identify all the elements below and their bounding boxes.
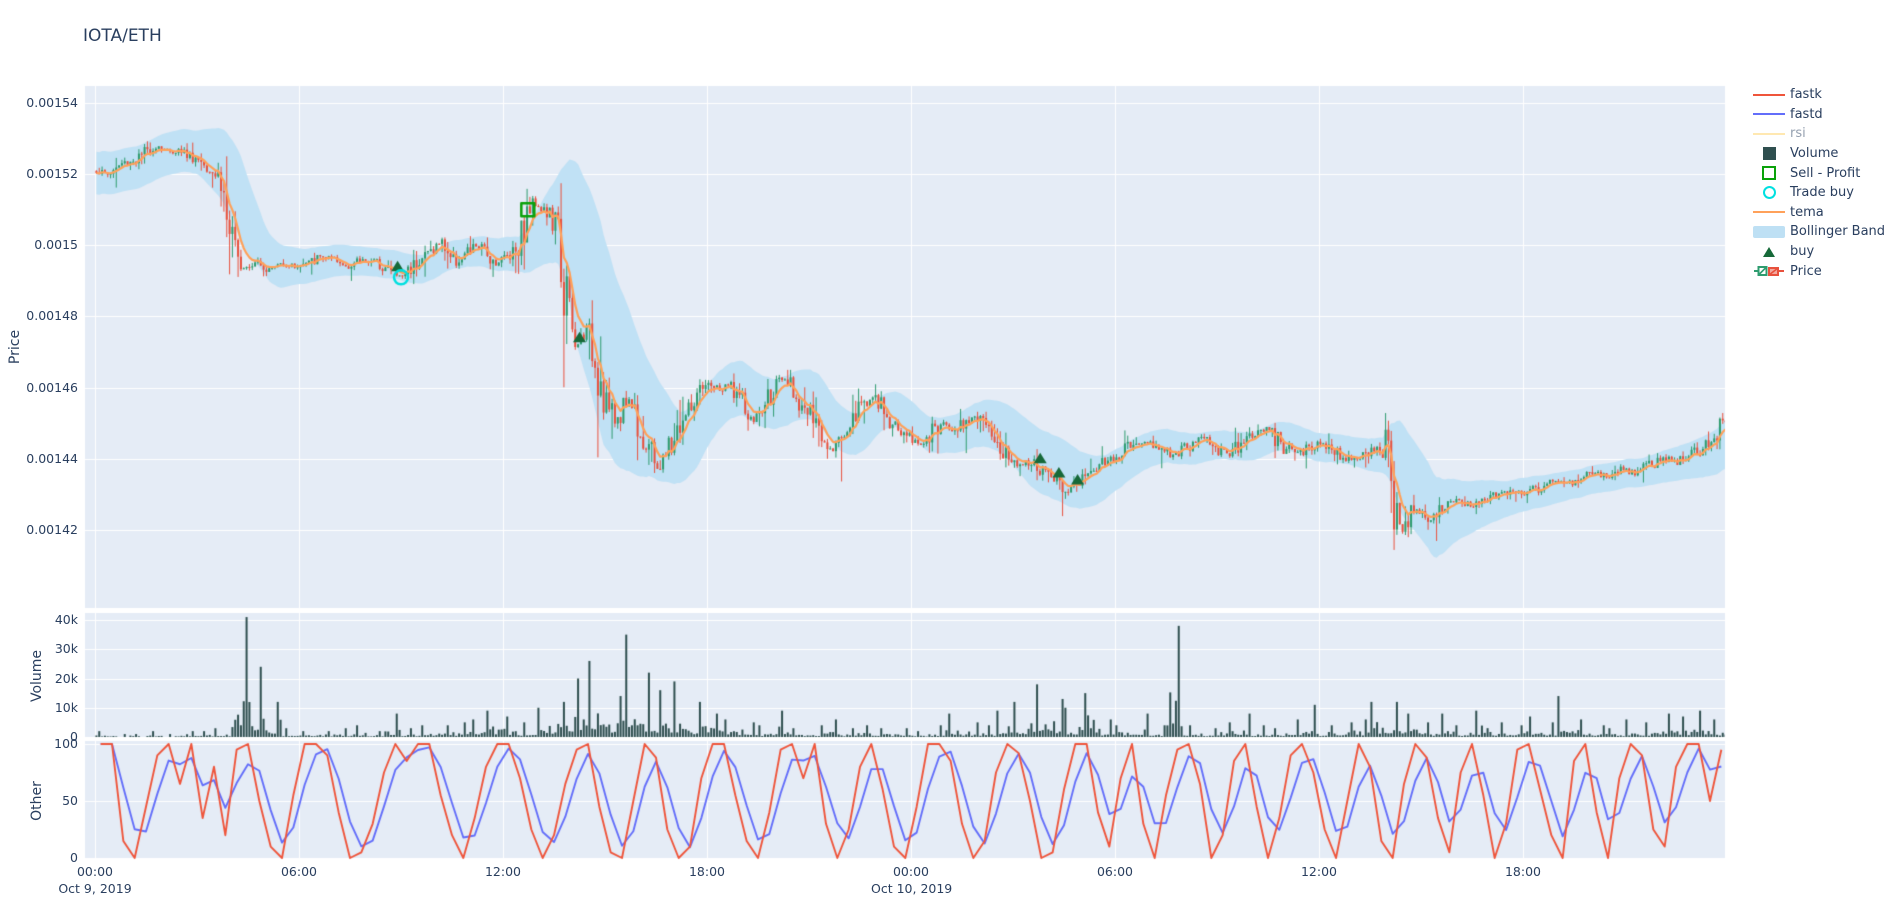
legend-square-icon	[1750, 147, 1788, 161]
legend-item-label: fastk	[1790, 87, 1822, 103]
legend-band-icon	[1750, 225, 1788, 238]
legend-square-open-icon	[1750, 166, 1788, 181]
volume-tick-label: 30k	[54, 641, 78, 657]
legend-item-label: Volume	[1790, 146, 1839, 162]
legend-item-label: rsi	[1790, 126, 1806, 142]
legend-item-fastk[interactable]: fastk	[1750, 85, 1885, 105]
legend-line-icon	[1750, 211, 1788, 214]
price-tick-label: 0.00144	[26, 450, 78, 466]
legend-item-trade-buy[interactable]: Trade buy	[1750, 183, 1885, 203]
legend-item-price[interactable]: Price	[1750, 261, 1885, 281]
legend-item-label: fastd	[1790, 106, 1823, 122]
x-tick-label: 18:00	[1504, 864, 1542, 879]
x-tick-label: 00:00	[76, 864, 114, 879]
price-tick-label: 0.00146	[26, 379, 78, 395]
x-tick-label: 12:00	[1300, 864, 1338, 879]
volume-tick-label: 40k	[54, 612, 78, 627]
legend-item-bollinger-band[interactable]: Bollinger Band	[1750, 222, 1885, 242]
x-tick-label: 12:00	[484, 864, 522, 879]
price-tick-label: 0.00154	[26, 95, 78, 111]
legend-item-buy[interactable]: buy	[1750, 242, 1885, 262]
legend-candle-icon	[1750, 264, 1788, 278]
other-tick-label: 0	[70, 850, 78, 865]
volume-tick-label: 0	[70, 729, 78, 744]
legend-item-sell-profit[interactable]: Sell - Profit	[1750, 163, 1885, 183]
legend-circle-open-icon	[1750, 186, 1788, 200]
x-tick-label: 18:00	[688, 864, 726, 879]
legend-line-icon	[1750, 93, 1788, 96]
x-date-label: Oct 10, 2019	[871, 881, 953, 896]
legend-item-label: tema	[1790, 204, 1824, 220]
other-tick-label: 100	[54, 736, 78, 751]
legend-item-label: Sell - Profit	[1790, 165, 1861, 181]
legend-item-label: Price	[1790, 263, 1822, 279]
x-tick-label: 06:00	[1096, 864, 1134, 879]
legend-item-tema[interactable]: tema	[1750, 203, 1885, 223]
legend-item-fastd[interactable]: fastd	[1750, 105, 1885, 125]
legend-triangle-icon	[1750, 246, 1788, 257]
legend-item-label: buy	[1790, 244, 1815, 260]
legend: fastk fastd rsi Volume Sell - Profit Trade bu…	[1750, 85, 1885, 281]
legend-item-label: Bollinger Band	[1790, 224, 1886, 240]
price-tick-label: 0.00142	[26, 521, 78, 537]
price-tick-label: 0.00148	[26, 308, 78, 324]
x-date-label: Oct 9, 2019	[58, 881, 132, 896]
x-tick-label: 00:00	[892, 864, 930, 879]
legend-item-label: Trade buy	[1790, 185, 1854, 201]
volume-tick-label: 20k	[54, 670, 78, 686]
legend-item-rsi[interactable]: rsi	[1750, 124, 1885, 144]
other-tick-label: 50	[62, 793, 78, 808]
legend-line-icon	[1750, 132, 1788, 135]
x-tick-label: 06:00	[280, 864, 318, 879]
legend-line-icon	[1750, 113, 1788, 116]
legend-item-volume[interactable]: Volume	[1750, 144, 1885, 164]
chart-title: IOTA/ETH	[83, 26, 162, 46]
price-tick-label: 0.0015	[34, 237, 78, 253]
volume-tick-label: 10k	[54, 699, 78, 715]
price-tick-label: 0.00152	[26, 166, 78, 182]
